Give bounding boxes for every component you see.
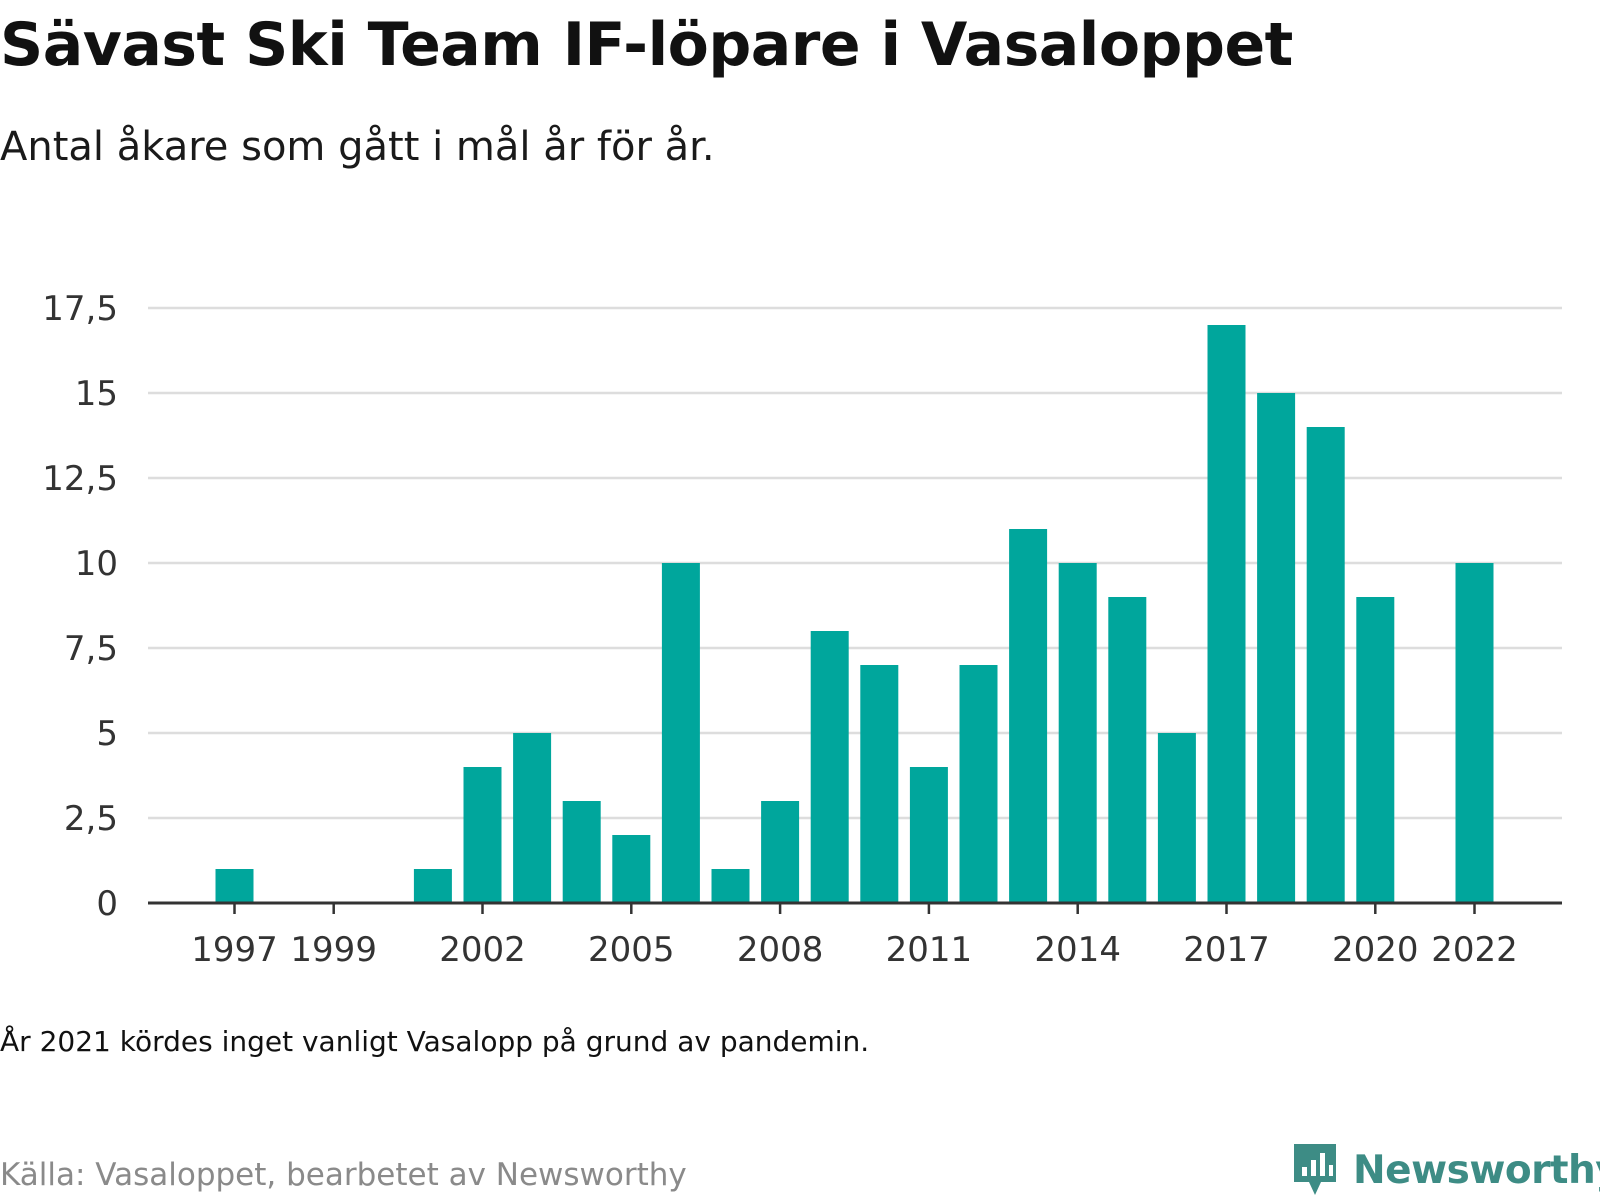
newsworthy-logo: Newsworthy bbox=[1291, 1140, 1600, 1200]
bar bbox=[810, 631, 849, 903]
bar bbox=[1058, 563, 1097, 903]
bar bbox=[661, 563, 700, 903]
y-tick-label: 0 bbox=[96, 884, 118, 924]
y-tick-label: 15 bbox=[75, 374, 118, 414]
bar bbox=[1009, 529, 1048, 903]
footnote: År 2021 kördes inget vanligt Vasalopp på… bbox=[0, 1025, 870, 1058]
bar bbox=[1207, 325, 1246, 903]
bar bbox=[1455, 563, 1494, 903]
x-tick-label: 2022 bbox=[1431, 930, 1518, 970]
y-tick-label: 12,5 bbox=[42, 459, 118, 499]
x-tick-label: 1999 bbox=[290, 930, 377, 970]
bar bbox=[612, 835, 651, 903]
x-tick-label: 2020 bbox=[1332, 930, 1419, 970]
x-tick-label: 2008 bbox=[737, 930, 824, 970]
logo-text: Newsworthy bbox=[1353, 1147, 1600, 1193]
bar bbox=[860, 665, 899, 903]
x-tick-label: 2017 bbox=[1183, 930, 1270, 970]
bar bbox=[1257, 393, 1296, 903]
source-credit: Källa: Vasaloppet, bearbetet av Newswort… bbox=[0, 1157, 687, 1193]
x-tick-label: 2005 bbox=[588, 930, 675, 970]
chart-title: Sävast Ski Team IF-löpare i Vasaloppet bbox=[0, 10, 1293, 80]
y-tick-label: 5 bbox=[96, 714, 118, 754]
y-tick-label: 10 bbox=[75, 544, 118, 584]
x-tick-label: 2002 bbox=[439, 930, 526, 970]
bar bbox=[1306, 427, 1345, 903]
bar bbox=[215, 869, 254, 903]
bar bbox=[562, 801, 601, 903]
bar bbox=[761, 801, 800, 903]
bar bbox=[413, 869, 452, 903]
x-tick-label: 2014 bbox=[1034, 930, 1121, 970]
y-tick-label: 2,5 bbox=[64, 799, 118, 839]
x-tick-label: 1997 bbox=[191, 930, 278, 970]
bar bbox=[711, 869, 750, 903]
bar bbox=[1157, 733, 1196, 903]
x-tick-label: 2011 bbox=[886, 930, 973, 970]
bar bbox=[1108, 597, 1147, 903]
y-tick-label: 17,5 bbox=[42, 289, 118, 329]
bar-chart-speech-bubble-icon bbox=[1294, 1144, 1336, 1195]
bar-chart: 0 2,5 5 7,5 10 12,5 15 17,5 1997 1999 2002 2005 2008… bbox=[42, 289, 1562, 970]
chart-subtitle: Antal åkare som gått i mål år för år. bbox=[0, 124, 715, 170]
bar bbox=[463, 767, 502, 903]
bar bbox=[959, 665, 998, 903]
bar bbox=[909, 767, 948, 903]
bar bbox=[1356, 597, 1395, 903]
y-tick-label: 7,5 bbox=[64, 629, 118, 669]
bar bbox=[513, 733, 552, 903]
